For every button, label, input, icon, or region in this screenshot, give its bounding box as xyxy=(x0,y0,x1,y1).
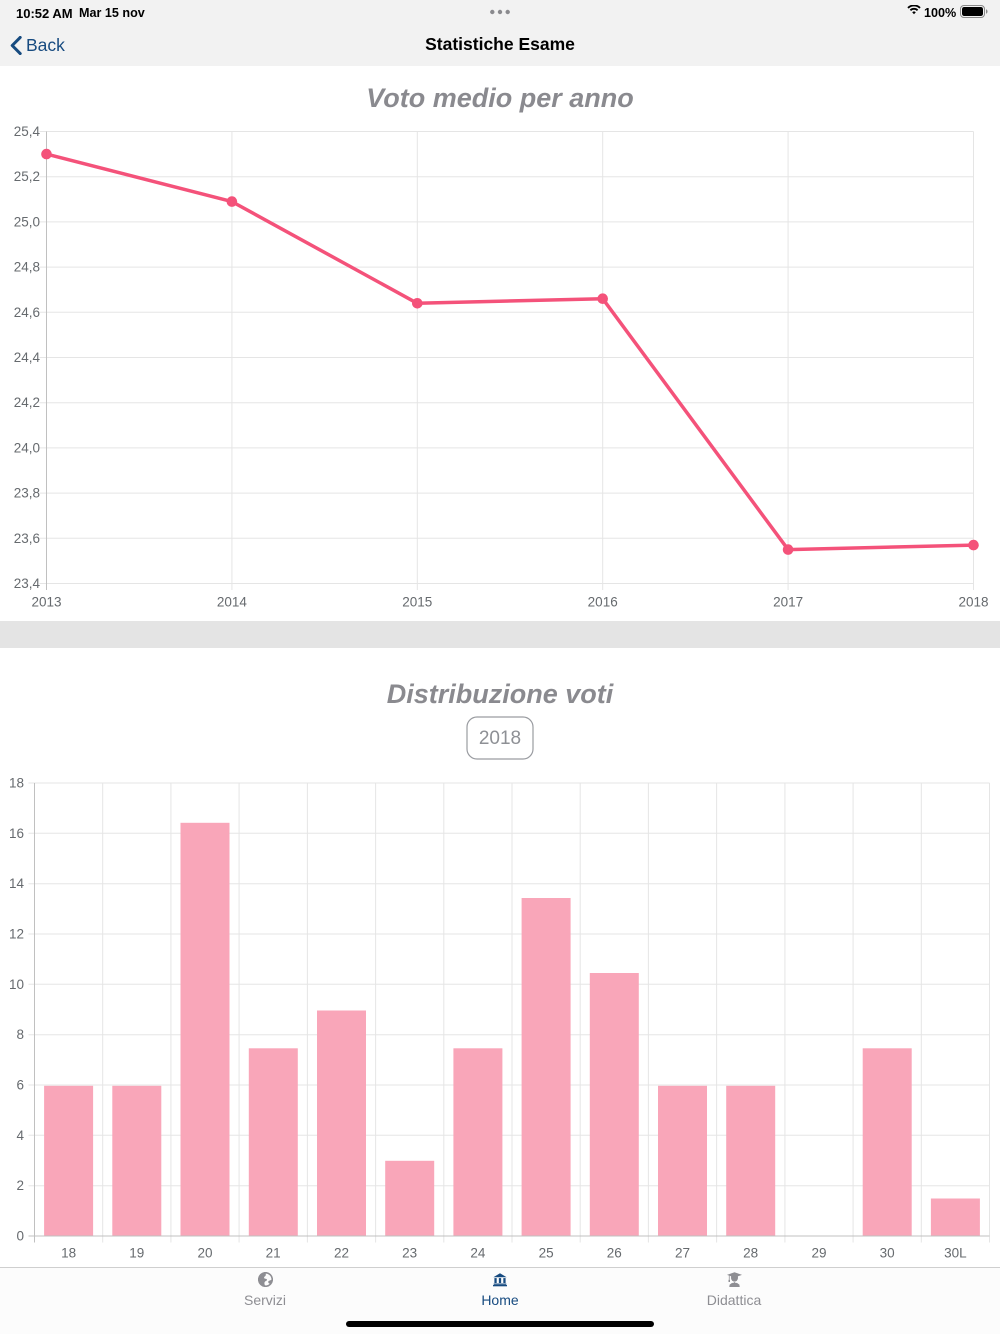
svg-text:25,0: 25,0 xyxy=(14,214,40,229)
svg-text:27: 27 xyxy=(675,1246,690,1261)
svg-text:24,8: 24,8 xyxy=(14,260,40,275)
svg-text:23: 23 xyxy=(402,1246,417,1261)
svg-text:0: 0 xyxy=(16,1229,24,1244)
svg-text:28: 28 xyxy=(743,1246,758,1261)
svg-text:26: 26 xyxy=(607,1246,622,1261)
svg-text:2013: 2013 xyxy=(31,595,61,610)
svg-text:2014: 2014 xyxy=(217,595,248,610)
svg-text:23,4: 23,4 xyxy=(14,576,41,591)
svg-text:18: 18 xyxy=(9,776,24,791)
svg-text:2017: 2017 xyxy=(773,595,803,610)
svg-text:2016: 2016 xyxy=(588,595,618,610)
svg-text:2: 2 xyxy=(16,1178,24,1193)
svg-text:Voto medio per anno: Voto medio per anno xyxy=(366,83,634,113)
svg-text:24: 24 xyxy=(470,1246,486,1261)
svg-text:29: 29 xyxy=(811,1246,826,1261)
svg-text:2018: 2018 xyxy=(958,595,988,610)
svg-text:24,2: 24,2 xyxy=(14,395,40,410)
svg-text:24,0: 24,0 xyxy=(14,440,40,455)
svg-text:22: 22 xyxy=(334,1246,349,1261)
svg-text:Distribuzione voti: Distribuzione voti xyxy=(387,679,614,709)
svg-text:19: 19 xyxy=(129,1246,144,1261)
svg-text:23,8: 23,8 xyxy=(14,486,40,501)
svg-text:24,4: 24,4 xyxy=(14,350,41,365)
svg-text:18: 18 xyxy=(61,1246,76,1261)
svg-text:25,2: 25,2 xyxy=(14,169,40,184)
svg-text:30: 30 xyxy=(880,1246,895,1261)
svg-text:25,4: 25,4 xyxy=(14,124,41,139)
svg-text:14: 14 xyxy=(9,876,25,891)
svg-text:16: 16 xyxy=(9,826,24,841)
svg-text:6: 6 xyxy=(16,1078,24,1093)
svg-text:21: 21 xyxy=(266,1246,281,1261)
svg-text:30L: 30L xyxy=(944,1246,967,1261)
svg-text:23,6: 23,6 xyxy=(14,531,40,546)
svg-text:20: 20 xyxy=(197,1246,212,1261)
svg-text:2018: 2018 xyxy=(479,728,521,749)
svg-text:12: 12 xyxy=(9,927,24,942)
svg-text:24,6: 24,6 xyxy=(14,305,40,320)
svg-text:25: 25 xyxy=(539,1246,554,1261)
svg-text:8: 8 xyxy=(16,1027,24,1042)
svg-text:4: 4 xyxy=(16,1128,24,1143)
svg-text:10: 10 xyxy=(9,977,24,992)
svg-text:2015: 2015 xyxy=(402,595,432,610)
